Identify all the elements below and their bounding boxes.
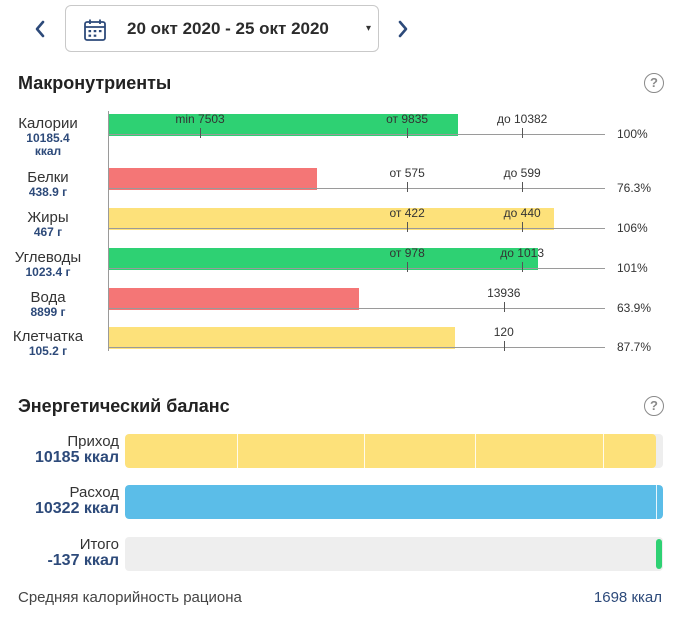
macro-percent: 100% (617, 127, 648, 141)
total-label-block: Итого -137 ккал (47, 537, 119, 570)
macro-axis-line (108, 134, 605, 135)
macro-label-block: Калории 10185.4 ккал (0, 116, 96, 158)
expense-label-block: Расход 10322 ккал (35, 485, 119, 518)
macro-tick (407, 128, 409, 138)
macro-percent: 76.3% (617, 181, 652, 195)
macro-tick (522, 222, 524, 232)
macro-bar (109, 288, 359, 310)
chevron-left-icon (35, 20, 45, 38)
macro-tick (522, 182, 524, 192)
macro-tick-label: 13936 (487, 286, 521, 300)
macro-tick (522, 128, 524, 138)
macro-tick (522, 262, 524, 272)
macro-bar (109, 327, 456, 349)
macro-label-block: Жиры 467 г (0, 210, 96, 239)
macro-bar (109, 168, 318, 190)
macro-percent: 101% (617, 261, 648, 275)
total-marker (656, 539, 662, 569)
macro-bar (109, 208, 555, 230)
expense-segment-divider (656, 485, 657, 519)
expense-label: Расход (69, 484, 119, 501)
macro-value: 8899 г (30, 305, 66, 319)
energy-help-icon[interactable]: ? (644, 396, 664, 416)
macro-name: Клетчатка (12, 328, 84, 345)
macros-help-icon[interactable]: ? (644, 73, 664, 93)
macro-tick (200, 128, 202, 138)
macro-value: 438.9 г (28, 185, 68, 199)
avg-calorie-label: Средняя калорийность рациона (18, 589, 242, 606)
macro-tick-label: от 422 (389, 206, 425, 220)
macro-tick-label: от 575 (389, 166, 425, 180)
total-label: Итого (79, 536, 119, 553)
income-label-block: Приход 10185 ккал (35, 434, 119, 467)
income-segment-divider (237, 434, 238, 468)
macro-tick (503, 341, 505, 351)
macro-name: Калории (18, 115, 78, 132)
macro-name: Жиры (27, 209, 69, 226)
income-label: Приход (67, 433, 119, 450)
prev-period-button[interactable] (29, 16, 51, 42)
date-range-text: 20 окт 2020 - 25 окт 2020 (127, 19, 329, 38)
macro-name: Вода (30, 289, 66, 306)
macro-name: Белки (27, 169, 69, 186)
macro-tick (407, 222, 409, 232)
macro-tick-label: до 599 (503, 166, 541, 180)
macro-tick (407, 262, 409, 272)
macros-vertical-axis (108, 111, 109, 351)
macro-tick-label: до 440 (503, 206, 541, 220)
macro-percent: 87.7% (617, 340, 652, 354)
macro-label-block: Вода 8899 г (0, 290, 96, 319)
total-bar (125, 537, 663, 571)
expense-bar-fill (125, 485, 663, 519)
income-bar (125, 434, 663, 468)
macros-title: Макронутриенты (18, 73, 172, 93)
macro-tick-label: 120 (493, 325, 514, 339)
macro-percent: 106% (617, 221, 648, 235)
next-period-button[interactable] (392, 16, 414, 42)
macro-value: 105.2 г (28, 344, 68, 358)
macro-value: 467 г (33, 225, 63, 239)
macro-label-block: Углеводы 1023.4 г (0, 250, 96, 279)
macro-bar (109, 114, 458, 136)
income-segment-divider (475, 434, 476, 468)
expense-value: 10322 ккал (34, 500, 119, 517)
macro-axis-line (108, 228, 605, 229)
macro-axis-line (108, 347, 605, 348)
macro-value: 1023.4 г (25, 265, 71, 279)
income-segment-divider (364, 434, 365, 468)
macro-label-block: Клетчатка 105.2 г (0, 329, 96, 358)
macro-tick (407, 182, 409, 192)
macro-tick-label: от 9835 (386, 112, 429, 126)
chevron-right-icon (398, 20, 408, 38)
income-segment-divider (603, 434, 604, 468)
macro-axis-line (108, 308, 605, 309)
macro-tick-label: до 1013 (500, 246, 545, 260)
income-value: 10185 ккал (34, 449, 119, 466)
macro-axis-line (108, 268, 605, 269)
macro-label-block: Белки 438.9 г (0, 170, 96, 199)
macro-tick (503, 302, 505, 312)
energy-title: Энергетический баланс (18, 396, 230, 416)
macro-tick-label: min 7503 (175, 112, 225, 126)
income-bar-fill (125, 434, 656, 468)
macro-value-unit: ккал (34, 144, 62, 158)
avg-calorie-value: 1698 ккал (593, 589, 662, 606)
macro-value: 10185.4 (26, 131, 70, 145)
macro-percent: 63.9% (617, 301, 652, 315)
date-range-picker[interactable]: 20 окт 2020 - 25 окт 2020 ▾ (65, 5, 379, 52)
calendar-icon (84, 19, 106, 41)
macro-axis-line (108, 188, 605, 189)
macro-tick-label: до 10382 (496, 112, 548, 126)
macro-bar (109, 248, 539, 270)
total-value: -137 ккал (47, 552, 119, 569)
macro-tick-label: от 978 (389, 246, 425, 260)
dropdown-caret-icon: ▾ (365, 23, 371, 34)
expense-bar (125, 485, 663, 519)
macro-name: Углеводы (14, 249, 82, 266)
